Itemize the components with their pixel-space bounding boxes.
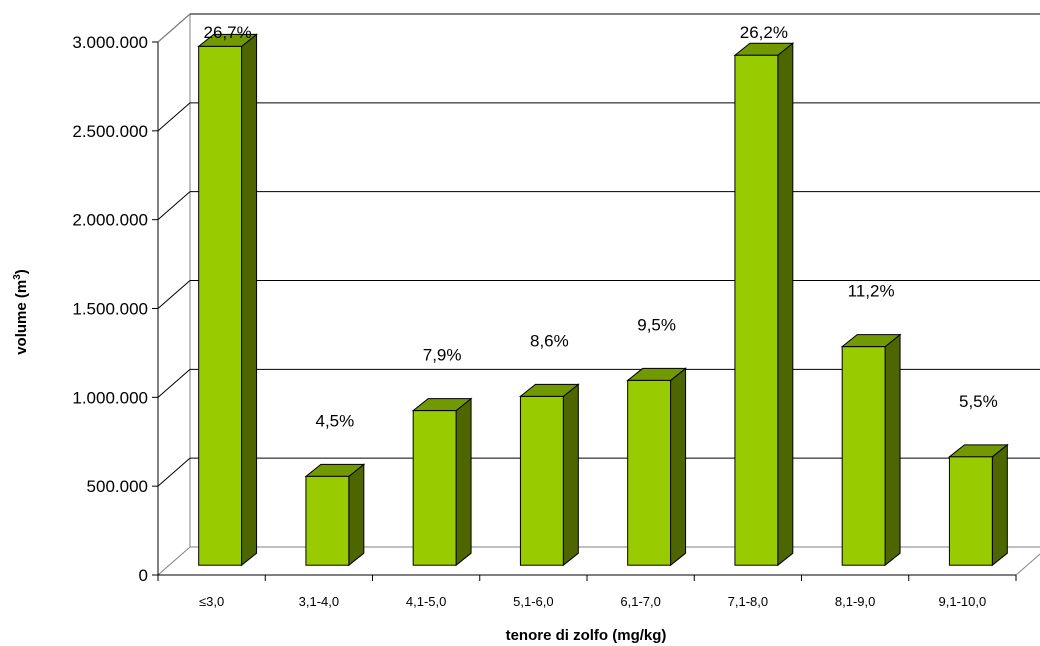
bar xyxy=(626,367,688,567)
x-tick-label: 7,1-8,0 xyxy=(728,594,768,609)
bar-front xyxy=(627,379,672,566)
bars xyxy=(197,33,1009,567)
x-axis-title: tenore di zolfo (mg/kg) xyxy=(506,627,667,644)
bar xyxy=(197,33,259,567)
bar xyxy=(518,383,580,567)
y-axis-title-main: volume (m xyxy=(13,280,30,355)
bar-side xyxy=(455,397,472,567)
data-labels: 26,7% 4,5% 7,9% 8,6% 9,5% 26,2% 11,2% 5,5% xyxy=(204,23,998,430)
bar-front xyxy=(198,45,243,566)
y-tick-label: 1.500.000 xyxy=(72,300,148,319)
y-tick-label: 0 xyxy=(139,566,148,585)
data-label: 5,5% xyxy=(959,392,998,411)
x-axis-ticks: ≤3,0 3,1-4,0 4,1-5,0 5,1-6,0 6,1-7,0 7,1-8,0 8… xyxy=(157,575,1017,609)
bar-front xyxy=(841,346,886,566)
bar-side xyxy=(348,463,365,567)
chart-walls xyxy=(156,13,1040,576)
gridline-side xyxy=(157,191,191,221)
y-axis-title-suffix: ) xyxy=(13,269,30,274)
gridlines xyxy=(157,13,1040,487)
bar-side xyxy=(777,42,794,567)
y-axis-title-superscript: 3 xyxy=(12,274,23,280)
gridline-side xyxy=(157,102,191,132)
y-tick-label: 1.000.000 xyxy=(72,388,148,407)
bar-front xyxy=(734,54,779,566)
gridline-side xyxy=(157,280,191,309)
bar xyxy=(304,463,366,567)
data-label: 26,7% xyxy=(204,23,252,42)
bar-side xyxy=(562,383,579,567)
x-tick-label: ≤3,0 xyxy=(199,594,224,609)
floor xyxy=(156,546,1040,576)
data-label: 8,6% xyxy=(530,331,569,350)
bar xyxy=(733,42,795,567)
y-axis-ticks: 0 500.000 1.000.000 1.500.000 2.000.000 2.500… xyxy=(72,33,158,585)
bar-front xyxy=(948,456,993,566)
data-label: 26,2% xyxy=(740,23,788,42)
gridline-side xyxy=(157,368,191,398)
x-tick-label: 5,1-6,0 xyxy=(513,594,553,609)
y-tick-label: 2.000.000 xyxy=(72,211,148,230)
bar-side xyxy=(991,443,1008,567)
bar-side xyxy=(241,33,258,567)
bar-front xyxy=(412,410,457,566)
y-tick-label: 3.000.000 xyxy=(72,33,148,52)
x-tick-label: 9,1-10,0 xyxy=(939,594,987,609)
side-wall-top-edge xyxy=(157,13,191,43)
y-tick-label: 2.500.000 xyxy=(72,122,148,141)
data-label: 9,5% xyxy=(637,315,676,334)
bar-side xyxy=(670,367,687,567)
x-tick-label: 3,1-4,0 xyxy=(299,594,339,609)
x-tick-label: 8,1-9,0 xyxy=(835,594,875,609)
bar xyxy=(947,443,1009,567)
bar xyxy=(840,333,902,567)
y-tick-label: 500.000 xyxy=(87,477,148,496)
x-tick-label: 6,1-7,0 xyxy=(620,594,660,609)
bar-front xyxy=(305,475,350,566)
data-label: 4,5% xyxy=(316,411,355,430)
data-label: 11,2% xyxy=(848,282,895,301)
bar-front xyxy=(519,395,564,566)
data-label: 7,9% xyxy=(423,346,462,365)
bar xyxy=(411,397,473,567)
x-tick-label: 4,1-5,0 xyxy=(406,594,446,609)
bar-side xyxy=(884,333,901,567)
gridline-side xyxy=(157,457,191,487)
y-axis-title: volume (m3) xyxy=(12,269,30,355)
